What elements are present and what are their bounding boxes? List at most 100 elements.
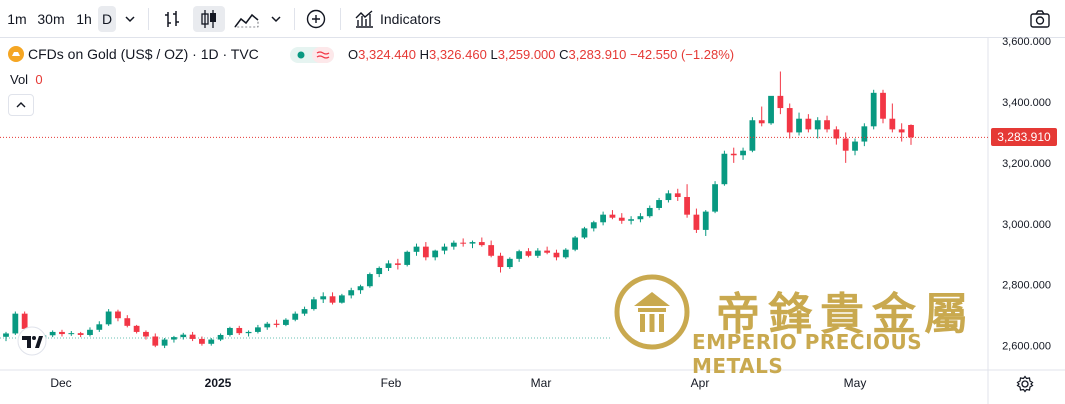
price-tick-label: 2,800.000 [1002,280,1051,292]
candle-body [824,120,830,130]
volume-label: Vol [10,72,29,87]
watermark-english-text: EMPERIO PRECIOUS METALS [692,330,923,378]
candle-body [525,251,532,256]
candle-body [227,327,233,335]
candle-body [749,120,756,151]
toolbar-divider [148,8,149,30]
candle-body [842,138,849,151]
candle-body [544,250,551,253]
interval-d-button[interactable]: D [98,6,116,32]
candle-body [273,323,280,325]
candle-body [786,108,793,133]
camera-icon[interactable] [1028,6,1052,32]
add-compare-icon[interactable] [304,6,328,32]
candle-body [199,338,205,344]
symbol-title[interactable]: CFDs on Gold (US$ / OZ) · 1D · TVC [28,46,259,62]
candle-body [422,246,429,258]
candle-body [581,228,588,238]
candle-body [796,118,802,133]
candle-body [357,286,364,291]
area-chart-icon[interactable] [232,6,262,32]
candles-chart-button[interactable] [193,6,225,32]
candle-body [861,126,868,142]
candle-body [889,118,896,130]
emperio-logo [614,274,690,350]
tradingview-logo[interactable] [14,326,50,356]
top-toolbar: 1m 30m 1h D Indicators [0,0,1065,38]
interval-1h-button[interactable]: 1h [76,11,92,27]
close-value: 3,283.910 [568,47,627,62]
candle-body [366,274,373,287]
collapse-legend-button[interactable] [8,94,34,116]
candle-body [572,237,579,250]
toolbar-divider [340,8,341,30]
candle-body [684,196,690,215]
candle-body [217,334,224,340]
candle-body [310,299,317,310]
candle-body [488,245,495,256]
candle-body [320,296,327,300]
volume-legend: Vol 0 [10,72,43,87]
candle-body [96,324,103,330]
candle-body [693,214,700,230]
candle-body [143,331,149,337]
candle-body [68,333,75,335]
candle-body [292,313,299,320]
candle-body [908,124,914,138]
chevron-down-icon[interactable] [268,6,284,32]
time-tick-label: Dec [50,376,71,390]
bar-chart-icon[interactable] [160,6,184,32]
candle-body [441,246,448,251]
candle-body [12,313,19,334]
candle-body [348,290,355,296]
candle-body [712,184,718,212]
time-tick-label: Feb [381,376,402,390]
candle-body [730,153,737,156]
candle-body [255,327,261,332]
candle-body [870,92,877,127]
time-tick-label: Mar [531,376,552,390]
candle-body [385,263,392,268]
candle-body [394,263,401,265]
candlestick-icon [201,10,216,28]
candle-body [460,242,467,244]
candle-body [506,258,513,268]
candle-body [115,311,121,319]
candle-body [618,217,625,221]
volume-value: 0 [35,72,43,87]
market-status-badge[interactable] [290,45,334,65]
time-tick-label: May [844,376,867,390]
interval-1m-button[interactable]: 1m [7,11,27,27]
price-tick-label: 2,600.000 [1002,341,1051,353]
indicators-button[interactable]: Indicators [380,11,441,27]
interval-30m-button[interactable]: 30m [37,11,65,27]
candle-body [171,337,177,340]
candle-body [189,334,196,339]
candle-body [637,216,644,220]
chevron-down-icon[interactable] [122,6,138,32]
symbol-legend: CFDs on Gold (US$ / OZ) · 1D · TVC [8,46,259,62]
price-tick-label: 3,000.000 [1002,219,1051,231]
gear-icon[interactable] [1016,375,1034,393]
candle-body [301,309,308,314]
candle-body [880,92,886,119]
candle-body [478,242,485,246]
indicators-icon[interactable] [352,6,376,32]
candle-body [562,249,569,258]
candle-body [497,255,504,268]
candle-body [516,251,523,259]
price-tick-label: 3,400.000 [1002,97,1051,109]
candle-body [553,252,560,258]
price-tick-label: 3,600.000 [1002,36,1051,48]
candle-body [245,331,252,334]
candle-body [3,333,9,337]
candle-body [450,242,457,247]
candle-body [152,336,159,346]
candle-body [740,150,746,156]
high-value: 3,326.460 [428,47,487,62]
candle-body [161,339,168,346]
candle-body [208,339,215,344]
candle-body [329,296,336,303]
candle-body [534,250,541,256]
